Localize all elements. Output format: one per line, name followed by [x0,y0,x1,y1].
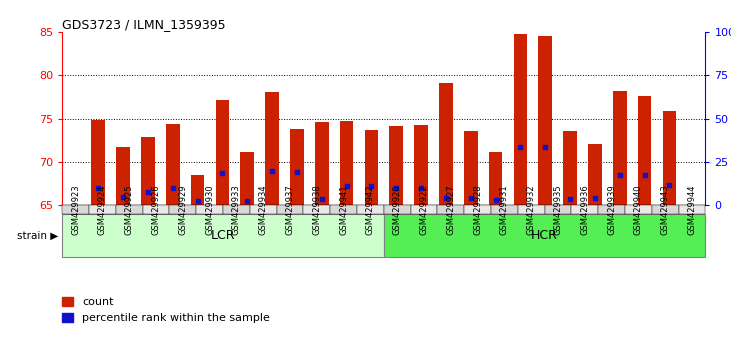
Text: GSM429930: GSM429930 [205,184,214,235]
Legend: count, percentile rank within the sample: count, percentile rank within the sample [62,297,270,323]
Point [415,185,427,191]
Point [316,196,327,202]
Point [92,185,104,191]
Text: GSM429933: GSM429933 [232,184,240,235]
Text: GSM429936: GSM429936 [580,184,589,235]
Point [192,198,203,204]
Bar [166,124,180,205]
Bar [141,137,155,205]
Bar [390,126,403,205]
Point [539,144,551,150]
Bar [91,120,105,205]
Point [614,172,626,178]
Text: GSM429926: GSM429926 [151,184,160,235]
Bar [538,36,552,205]
Text: strain ▶: strain ▶ [18,230,58,240]
Point [589,195,601,200]
Bar [290,129,303,205]
Point [366,183,377,189]
Text: GSM429939: GSM429939 [607,184,616,235]
Point [241,198,253,204]
Point [117,194,129,199]
Text: GSM429934: GSM429934 [259,184,268,235]
Bar [563,131,577,205]
Bar [464,131,477,205]
Point [490,197,501,203]
Point [639,172,651,178]
Bar [340,121,353,205]
Bar [116,147,130,205]
Text: HCR: HCR [531,229,558,242]
Text: GSM429943: GSM429943 [661,184,670,235]
Text: GSM429920: GSM429920 [393,184,401,235]
Bar [439,83,452,205]
Text: GSM429940: GSM429940 [634,184,643,235]
Text: GSM429932: GSM429932 [527,184,536,235]
Text: GDS3723 / ILMN_1359395: GDS3723 / ILMN_1359395 [62,18,226,31]
Text: GSM429941: GSM429941 [339,184,348,235]
Bar [513,34,527,205]
Point [515,144,526,150]
Point [216,170,228,176]
Text: GSM429944: GSM429944 [688,184,697,235]
Text: GSM429935: GSM429935 [553,184,562,235]
Text: LCR: LCR [211,229,235,242]
Bar [662,111,676,205]
Text: GSM429923: GSM429923 [71,184,80,235]
Bar [613,91,626,205]
Bar [216,99,230,205]
Text: GSM429929: GSM429929 [178,184,187,235]
Text: GSM429924: GSM429924 [98,184,107,235]
Point [142,189,154,195]
Text: GSM429931: GSM429931 [500,184,509,235]
Text: GSM429938: GSM429938 [312,184,321,235]
Text: GSM429922: GSM429922 [420,184,428,235]
Text: GSM429928: GSM429928 [473,184,482,235]
Bar [265,92,279,205]
Bar [240,153,254,205]
Bar [489,152,502,205]
Point [564,196,576,202]
Point [167,185,178,191]
Point [341,183,352,189]
Bar [414,125,428,205]
Bar [365,130,378,205]
Text: GSM429942: GSM429942 [366,184,375,235]
Point [465,195,477,201]
Bar [191,175,205,205]
Bar [315,122,328,205]
Bar [588,144,602,205]
Bar [637,96,651,205]
Point [291,170,303,175]
Text: GSM429927: GSM429927 [447,184,455,235]
Text: GSM429937: GSM429937 [286,184,295,235]
Point [440,195,452,200]
Point [266,168,278,173]
Point [390,185,402,191]
Text: GSM429925: GSM429925 [125,184,134,235]
Point [664,183,675,188]
